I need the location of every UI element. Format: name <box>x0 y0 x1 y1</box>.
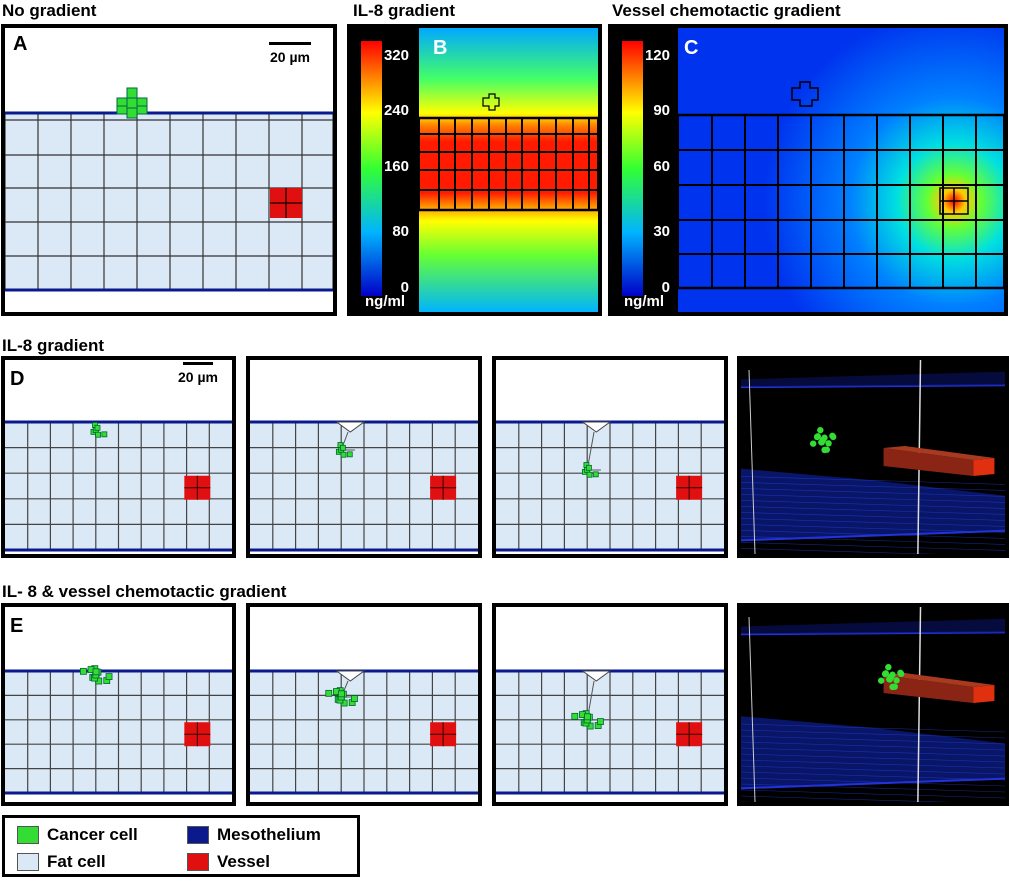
colorbar-c-unit: ng/ml <box>624 293 664 310</box>
vessel <box>270 188 302 218</box>
colorbar-c-tick-60: 60 <box>653 158 670 175</box>
vessel <box>184 475 211 500</box>
fat-tissue <box>5 420 232 552</box>
cancer-cell-outline <box>482 93 500 111</box>
legend-label-cancer-cell: Cancer cell <box>47 825 138 844</box>
panel-e-step-2 <box>246 603 482 806</box>
colorbar-c-tick-0: 0 <box>661 279 670 296</box>
scale-bar-d-label: 20 µm <box>178 369 218 385</box>
panel-e-step-3 <box>492 603 728 806</box>
cancer-cell <box>325 687 358 707</box>
vessel-3d <box>883 673 995 703</box>
panel-b-heatmap <box>361 28 598 312</box>
panel-a-label: A <box>13 33 28 55</box>
legend-item-vessel: Vessel <box>187 852 270 872</box>
simulation-view <box>496 669 724 795</box>
colorbar-b-tick-320: 320 <box>383 47 409 64</box>
colorbar-c-tick-120: 120 <box>644 47 670 64</box>
colorbar-b-tick-0: 0 <box>400 279 409 296</box>
cancer-cell-3d <box>877 663 905 691</box>
legend-swatch-vessel <box>187 853 209 871</box>
panel-e-3d-view <box>737 603 1009 806</box>
title-il8-gradient: IL-8 gradient <box>353 1 456 20</box>
simulation-view <box>5 420 232 552</box>
title-row-d: IL-8 gradient <box>2 336 105 355</box>
colorbar-b-unit: ng/ml <box>365 293 405 310</box>
vessel <box>184 722 211 747</box>
cancer-cell-3d <box>809 426 837 454</box>
colorbar-b <box>361 41 382 296</box>
cancer-cell <box>79 665 113 685</box>
legend-swatch-fat <box>17 853 39 871</box>
3d-render <box>741 607 1005 802</box>
cancer-cell <box>581 462 599 478</box>
legend-swatch-cancer <box>17 826 39 844</box>
vessel-3d <box>883 446 995 476</box>
legend-item-fat-cell: Fat cell <box>17 852 106 872</box>
simulation-view <box>250 420 478 552</box>
panel-a: A 20 µm <box>1 24 337 316</box>
vessel <box>676 475 703 500</box>
panel-c-heatmap <box>622 28 1004 312</box>
scale-bar-label: 20 µm <box>270 49 310 65</box>
vessel-outline <box>939 187 969 215</box>
panel-b: 320 240 160 80 0 ng/ml B <box>347 24 602 316</box>
panel-b-label: B <box>433 37 448 59</box>
mesothelium-bottom <box>741 468 1005 554</box>
legend-item-cancer-cell: Cancer cell <box>17 825 138 845</box>
colorbar-c-tick-90: 90 <box>653 102 670 119</box>
panel-c: 120 90 60 30 0 ng/ml C <box>608 24 1008 316</box>
panel-d-step-3 <box>492 356 728 558</box>
colorbar-c <box>622 41 643 296</box>
panel-a-tissue <box>5 87 333 292</box>
mesothelium-top <box>741 618 1005 636</box>
simulation-view <box>5 665 232 795</box>
cancer-cell <box>335 442 353 458</box>
legend: Cancer cell Fat cell Mesothelium Vessel <box>2 815 360 877</box>
panel-e-label: E <box>10 615 24 637</box>
vessel <box>430 475 457 500</box>
3d-render <box>741 360 1005 554</box>
colorbar-c-tick-30: 30 <box>653 223 670 240</box>
cancer-cell <box>90 422 108 438</box>
colorbar-b-tick-160: 160 <box>383 158 409 175</box>
vessel <box>676 722 703 747</box>
title-no-gradient: No gradient <box>2 1 97 20</box>
panel-d-label: D <box>10 368 25 390</box>
title-row-e: IL- 8 & vessel chemotactic gradient <box>2 582 287 601</box>
fat-tissue <box>250 420 478 552</box>
panel-c-label: C <box>684 37 699 59</box>
legend-label-vessel: Vessel <box>217 852 270 871</box>
legend-swatch-mesothelium <box>187 826 209 844</box>
colorbar-b-tick-240: 240 <box>383 102 409 119</box>
legend-label-fat-cell: Fat cell <box>47 852 106 871</box>
panel-d-step-2 <box>246 356 482 558</box>
mesothelium-bottom <box>741 716 1005 802</box>
legend-item-mesothelium: Mesothelium <box>187 825 321 845</box>
scale-bar: 20 µm <box>260 42 320 65</box>
simulation-view <box>250 669 478 795</box>
cancer-cell <box>116 87 148 119</box>
scale-bar-d: 20 µm <box>168 362 228 385</box>
title-vessel-gradient: Vessel chemotactic gradient <box>612 1 841 20</box>
vessel <box>430 722 457 747</box>
panel-d-3d-view <box>737 356 1009 558</box>
panel-d-step-1 <box>1 356 236 558</box>
cancer-cell-outline <box>791 81 819 107</box>
mesothelium-top <box>741 371 1005 389</box>
simulation-view <box>496 420 724 552</box>
cancer-cell <box>571 710 604 730</box>
colorbar-b-tick-80: 80 <box>392 223 409 240</box>
panel-e-step-1 <box>1 603 236 806</box>
legend-label-mesothelium: Mesothelium <box>217 825 321 844</box>
